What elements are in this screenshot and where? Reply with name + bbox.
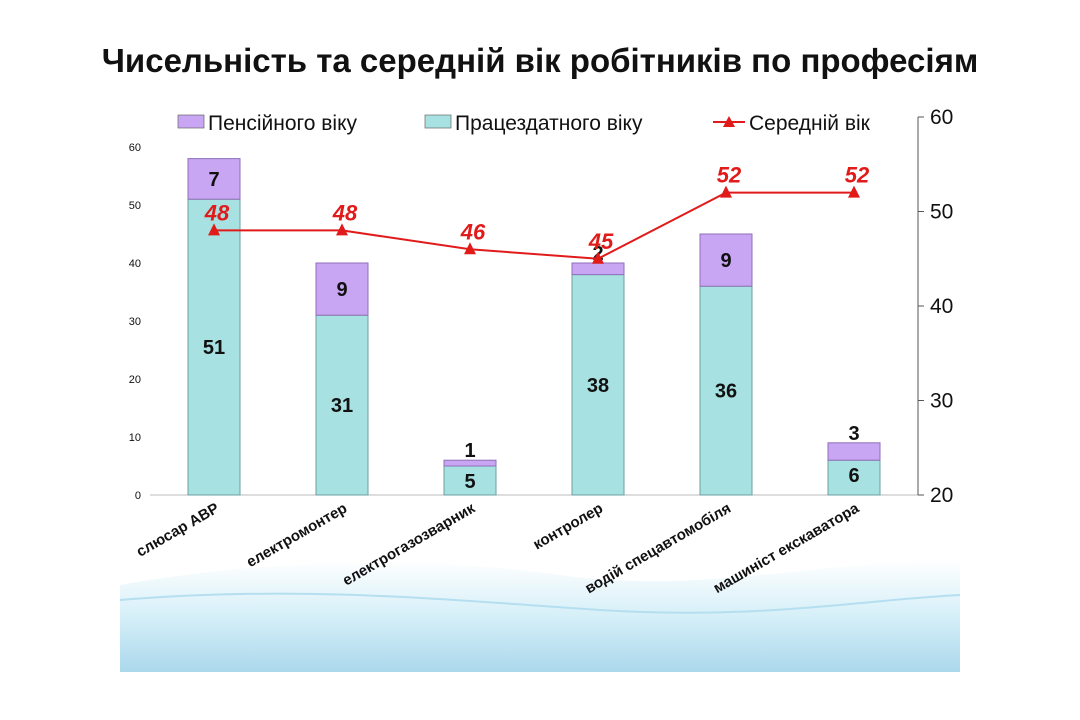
bar-working-value: 6 <box>848 465 859 487</box>
left-tick-label: 60 <box>129 142 141 154</box>
bar-pension-value: 1 <box>464 440 475 462</box>
legend-label: Пенсійного віку <box>208 112 357 135</box>
bar-working-value: 51 <box>203 337 225 359</box>
left-tick-label: 30 <box>129 316 141 328</box>
left-tick-label: 0 <box>135 490 141 502</box>
right-tick-label: 30 <box>930 390 953 413</box>
bar-pension <box>699 233 753 287</box>
legend-swatch <box>424 114 452 129</box>
bar-pension-value: 7 <box>208 169 219 191</box>
bar-stack-5: 36 9 <box>699 233 753 496</box>
left-tick-label: 20 <box>129 374 141 386</box>
category-label: слюсар АВР <box>134 500 222 561</box>
bar-working <box>315 314 369 496</box>
bar-working-value: 38 <box>587 375 609 397</box>
average-age-value: 46 <box>460 219 486 244</box>
bar-working <box>827 459 881 496</box>
legend-swatch <box>177 114 205 129</box>
legend-label: Працездатного віку <box>455 112 643 135</box>
bar-pension <box>187 158 241 200</box>
average-age-value: 48 <box>204 200 230 225</box>
bar-pension <box>315 262 369 316</box>
bar-pension <box>827 442 881 461</box>
average-age-marker <box>208 223 220 236</box>
average-age-marker <box>592 251 604 264</box>
legend-item-3: Середній вік <box>713 112 871 135</box>
right-tick-label: 50 <box>930 201 953 224</box>
axes: 0 10 20 30 40 50 60 20 30 40 50 60 <box>129 106 954 507</box>
wave-shape <box>120 560 960 672</box>
bar-pension <box>443 459 497 467</box>
legend-marker <box>723 116 735 127</box>
average-age-marker <box>720 185 732 198</box>
right-tick-label: 40 <box>930 295 953 318</box>
bar-pension-value: 3 <box>848 423 859 445</box>
bars: 5173195138236963 <box>187 158 881 496</box>
bar-working-value: 5 <box>464 471 475 493</box>
average-age-value: 52 <box>717 163 742 188</box>
average-age-value: 52 <box>845 163 870 188</box>
bar-working-value: 31 <box>331 395 353 417</box>
left-tick-label: 50 <box>129 200 141 212</box>
average-age-marker <box>336 223 348 236</box>
chart-title: Чисельність та середній вік робітників п… <box>101 42 979 79</box>
average-age-line: 48 48 46 45 52 52 <box>204 163 870 264</box>
bar-working <box>443 465 497 496</box>
right-tick-label: 20 <box>930 484 953 507</box>
bar-stack-4: 382 <box>571 243 625 496</box>
legend: Пенсійного віку Працездатного віку Середні… <box>177 112 871 135</box>
bar-stack-3: 51 <box>443 440 497 496</box>
bar-stack-6: 63 <box>827 423 881 496</box>
left-tick-label: 40 <box>129 258 141 270</box>
bar-stack-2: 31 9 <box>315 262 369 496</box>
wave-crest <box>119 592 961 614</box>
legend-label: Середній вік <box>749 112 871 135</box>
average-age-polyline <box>214 191 854 260</box>
bar-pension-value: 9 <box>336 279 347 301</box>
water-wave-decoration <box>119 560 961 672</box>
bar-working <box>571 274 625 496</box>
bar-working <box>699 285 753 496</box>
legend-item-1: Пенсійного віку <box>177 112 357 135</box>
bar-stack-1: 51 7 <box>187 158 241 496</box>
category-label: електромонтер <box>244 500 350 571</box>
average-age-marker <box>464 242 476 255</box>
bar-working <box>187 198 241 496</box>
average-age-value: 45 <box>588 229 614 254</box>
bar-pension-value: 9 <box>720 250 731 272</box>
left-tick-label: 10 <box>129 432 141 444</box>
legend-item-2: Працездатного віку <box>424 112 643 135</box>
category-label: контролер <box>530 500 606 554</box>
average-age-value: 48 <box>332 200 358 225</box>
average-age-marker <box>848 185 860 198</box>
right-tick-label: 60 <box>930 106 953 129</box>
bar-working-value: 36 <box>715 381 737 403</box>
